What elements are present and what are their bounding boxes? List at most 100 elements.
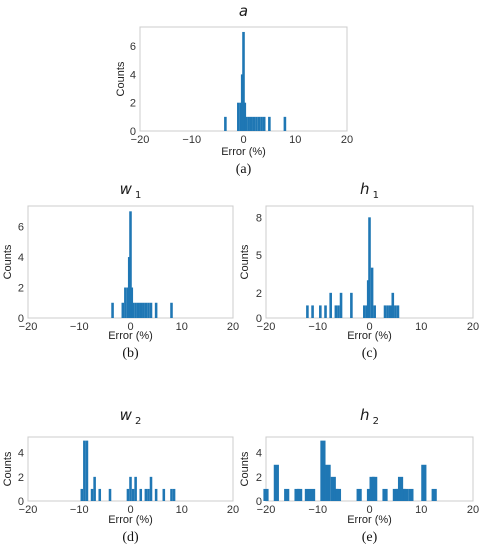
histogram-bar [255,116,258,131]
y-tick-label: 4 [18,252,24,264]
histogram-bar [431,488,437,501]
histogram-bar [297,488,303,501]
histogram-bar [83,440,86,501]
axes-title-subscript: 1 [135,190,141,201]
x-axis-label: Error (%) [221,146,266,158]
histogram-bar [98,488,102,501]
histogram-bar [334,305,338,318]
x-tick-label: −10 [182,134,201,146]
histogram-bar [319,305,322,318]
histogram-bar [90,488,94,501]
histogram-bar [129,211,132,318]
x-tick-label: 10 [415,504,427,516]
y-tick-label: 2 [130,98,136,110]
chart-panel-0: a −20 −10 0 10 20 0 2 4 6 Error (%) Counts (a) [115,2,353,177]
histogram-bar [311,305,314,318]
histogram-bar [111,302,114,318]
histogram-bar [388,305,392,318]
y-tick-label: 4 [256,448,262,460]
histogram-bar [154,488,158,501]
axes-title-subscript: 2 [135,416,141,427]
x-tick-label: 0 [366,321,372,333]
histogram-bar [149,476,153,501]
chart-panel-2: h 1 −20 −10 0 10 20 0 2 5 8 Error (%) Counts (c) [239,180,479,361]
histogram-bar [337,305,340,318]
histogram-bar [249,116,253,131]
histogram-bar [325,464,331,501]
y-tick-label: 6 [18,222,24,234]
x-axis-label: Error (%) [347,514,392,526]
histogram-bar [394,305,397,318]
histogram-bar [172,488,176,501]
x-tick-label: −20 [257,321,276,333]
y-tick-label: 6 [130,41,136,53]
histogram-bar [134,476,137,501]
histogram-bar [247,116,250,131]
histogram-bar [400,488,406,501]
histogram-bar [240,74,244,131]
y-axis-label: Counts [2,244,14,279]
axes-title-main: w [120,406,133,424]
y-tick-label: 2 [256,472,262,484]
y-axis-label: Counts [239,244,251,279]
y-tick-label: 0 [256,313,262,325]
histogram-bar [129,476,132,501]
histogram-bar [408,488,414,501]
y-tick-label: 2 [256,288,262,300]
panel-caption: (b) [122,346,139,361]
histogram-bar [391,292,395,318]
histogram-bar [363,305,366,318]
histogram-bar [162,488,166,501]
x-tick-label: 20 [227,504,239,516]
x-tick-label: −10 [70,504,89,516]
histogram-bar [134,302,137,318]
axes-title-main: h [360,406,370,424]
histogram-bar [309,488,316,501]
y-axis-label: Counts [239,451,251,486]
x-tick-label: 10 [415,321,427,333]
x-tick-label: −20 [257,504,276,516]
panel-caption: (e) [362,530,378,545]
histogram-bar [242,31,245,132]
x-tick-label: 0 [127,504,133,516]
histogram-bar [370,267,374,318]
axes-title-main: h [360,180,370,198]
histogram-bar [284,488,290,501]
histogram-bar [386,305,389,318]
x-tick-label: 20 [341,134,353,146]
histogram-bar [268,116,271,131]
histogram-bar [149,302,153,318]
y-tick-label: 0 [18,313,24,325]
panel-caption: (d) [122,530,139,545]
histogram-bar [304,488,310,501]
histogram-bar [131,488,135,501]
x-tick-label: 10 [289,134,301,146]
histogram-bar [324,305,327,318]
x-tick-label: −20 [19,321,38,333]
x-tick-label: 10 [176,321,188,333]
histogram-bar [147,488,150,501]
histogram-bar [170,302,173,318]
histogram-bar [403,488,409,501]
x-tick-label: −10 [70,321,89,333]
x-tick-label: 0 [127,321,133,333]
histogram-bar [263,488,269,501]
histogram-bar [339,292,343,318]
histogram-bar [257,116,261,131]
histogram-bar [382,488,388,501]
x-tick-label: −20 [131,134,150,146]
histogram-bar [144,488,148,501]
x-tick-label: 0 [240,134,246,146]
histogram-bar [335,488,342,501]
histogram-bar [139,302,143,318]
panel-caption: (a) [236,162,252,177]
histogram-bar [421,464,427,501]
y-tick-label: 0 [130,126,136,138]
y-tick-label: 0 [18,496,24,508]
histogram-bar [80,488,84,501]
histogram-bar [372,476,378,501]
